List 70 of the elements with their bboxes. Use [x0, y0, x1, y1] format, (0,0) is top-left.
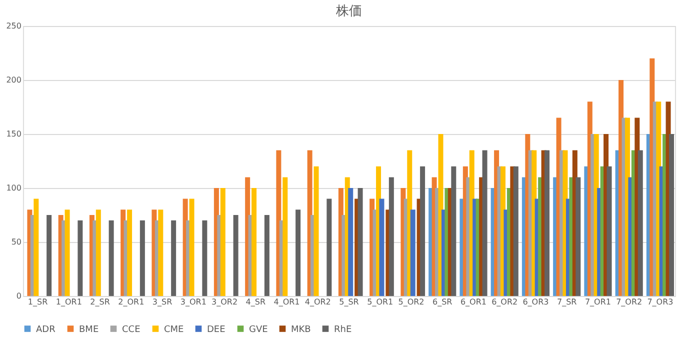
x-tick-label: 2_SR [90, 298, 110, 306]
legend-label: DEE [207, 324, 226, 335]
bar [420, 166, 426, 296]
bar [220, 188, 226, 296]
bar [171, 220, 176, 296]
x-tick-label: 4_OR2 [304, 298, 331, 306]
bar [296, 210, 301, 296]
x-tick-label: 6_OR1 [460, 298, 487, 306]
bar [127, 210, 132, 296]
y-tick-label: 50 [11, 238, 22, 246]
bar [314, 166, 319, 296]
bar [252, 188, 257, 296]
legend-label: CME [164, 324, 184, 335]
y-tick-label: 250 [6, 22, 22, 30]
bar [108, 220, 114, 296]
y-tick-label: 0 [16, 292, 22, 300]
bar [140, 220, 145, 296]
bar [64, 210, 70, 296]
bar [282, 177, 288, 296]
bar [358, 188, 363, 296]
bar [264, 215, 270, 296]
x-tick-label: 7_OR1 [584, 298, 611, 306]
x-tick-label: 4_OR1 [274, 298, 300, 306]
bar [233, 215, 238, 296]
legend-label: CCE [122, 324, 141, 335]
x-tick-label: 1_OR1 [56, 298, 82, 306]
bar [513, 166, 518, 296]
x-tick-label: 7_OR2 [616, 298, 642, 306]
bar [576, 177, 581, 296]
bar [348, 188, 354, 296]
x-tick-label: 6_OR2 [492, 298, 518, 306]
legend-label: RhE [334, 324, 352, 335]
x-tick-label: 3_OR2 [211, 298, 238, 306]
bar [669, 134, 674, 296]
bar [482, 150, 488, 296]
bar [451, 166, 456, 296]
x-tick-label: 7_SR [556, 298, 578, 306]
x-tick-label: 5_OR2 [398, 298, 424, 306]
bar [410, 210, 416, 296]
bar [46, 215, 52, 296]
bar [326, 198, 332, 296]
x-tick-label: 7_OR3 [647, 298, 674, 306]
x-tick-label: 1_SR [28, 298, 48, 306]
bar [379, 198, 384, 296]
y-tick-label: 150 [6, 130, 22, 138]
x-tick-label: 3_OR1 [180, 298, 206, 306]
bar [638, 150, 643, 296]
x-tick-label: 6_OR3 [522, 298, 549, 306]
bar [78, 220, 83, 296]
bar [202, 220, 208, 296]
x-tick-label: 2_OR1 [118, 298, 144, 306]
x-tick-label: 6_SR [432, 298, 453, 306]
legend-label: BME [79, 324, 99, 335]
bar [388, 177, 394, 296]
x-tick-label: 5_OR1 [367, 298, 394, 306]
x-tick-label: 3_SR [152, 298, 173, 306]
legend-label: ADR [36, 324, 56, 335]
y-tick-label: 100 [6, 184, 22, 192]
bar [189, 198, 194, 296]
x-tick-label: 4_SR [246, 298, 266, 306]
legend-label: MKB [291, 324, 311, 335]
chart-title: 株価 [335, 4, 362, 19]
legend-label: GVE [249, 324, 268, 335]
bar [606, 166, 612, 296]
bar [96, 210, 101, 296]
bar [34, 198, 39, 296]
y-tick-label: 200 [6, 76, 22, 84]
x-tick-label: 5_SR [339, 298, 360, 306]
bar [158, 210, 164, 296]
bar [544, 150, 550, 296]
